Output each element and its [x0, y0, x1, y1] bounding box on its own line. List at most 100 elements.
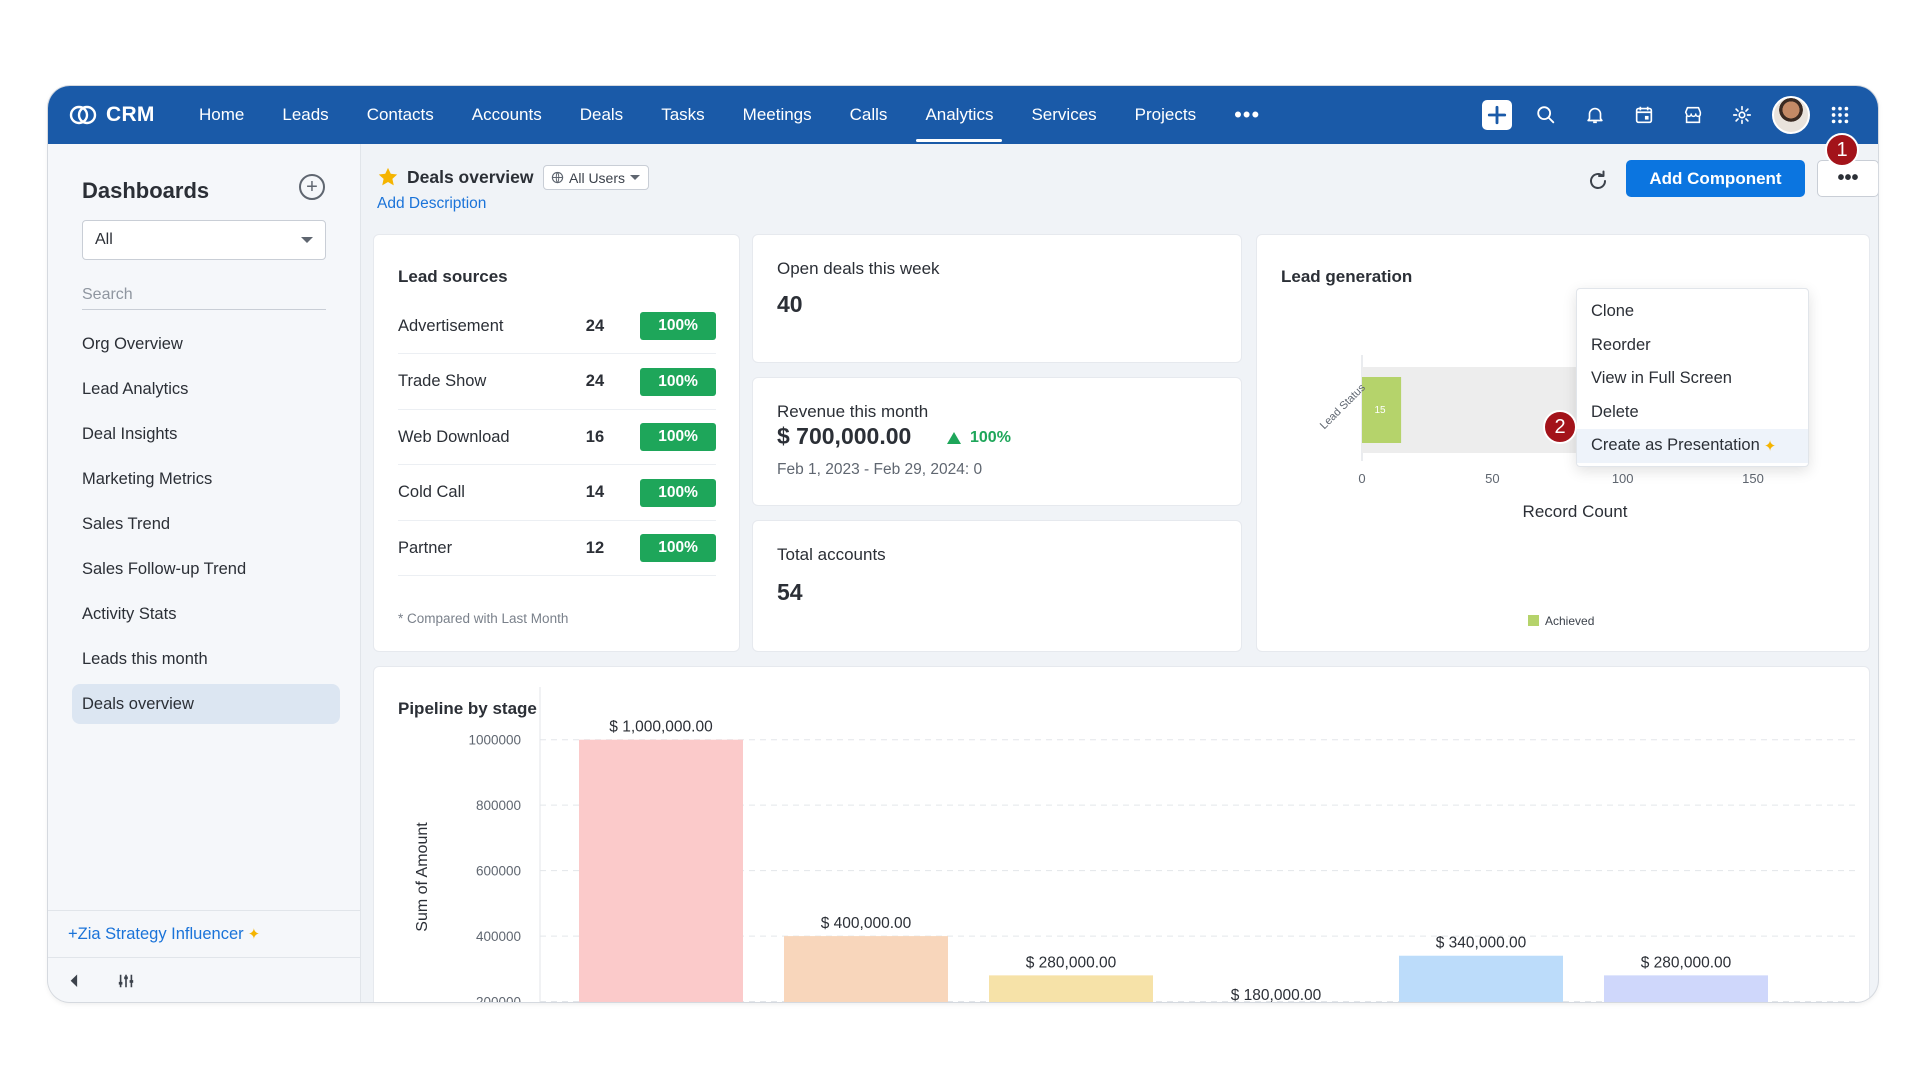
- quick-create-button[interactable]: [1472, 86, 1521, 144]
- nav-item-services[interactable]: Services: [1031, 105, 1097, 124]
- revenue-value: $ 700,000.00: [777, 423, 912, 449]
- bar-data-label: $ 1,000,000.00: [609, 719, 713, 736]
- revenue-card: Revenue this month $ 700,000.00 100% Feb…: [752, 377, 1242, 506]
- users-filter-select[interactable]: All Users: [543, 165, 650, 190]
- add-dashboard-button[interactable]: +: [299, 174, 325, 200]
- sidebar-item-lead-analytics[interactable]: Lead Analytics: [82, 379, 189, 398]
- notifications-button[interactable]: [1570, 86, 1619, 144]
- plus-icon: [1481, 100, 1512, 130]
- bar-data-label: $ 340,000.00: [1436, 935, 1527, 952]
- achieved-value-label: 15: [1374, 405, 1386, 416]
- profile-button[interactable]: [1766, 86, 1815, 144]
- nav-item-deals[interactable]: Deals: [579, 105, 624, 124]
- menu-item-delete[interactable]: Delete: [1577, 396, 1808, 430]
- lead-source-percent-badge: 100%: [640, 312, 716, 340]
- sidebar-item-deal-insights[interactable]: Deal Insights: [82, 424, 178, 443]
- nav-item-analytics[interactable]: Analytics: [906, 86, 1012, 144]
- open-deals-value: 40: [777, 291, 803, 317]
- total-accounts-value: 54: [777, 579, 803, 605]
- pipeline-chart: 200000 400000 600000 800000 1000000 Sum of Am…: [414, 687, 1858, 1002]
- apps-button[interactable]: [1815, 86, 1864, 144]
- dashboard-filter-select[interactable]: All: [82, 220, 326, 260]
- nav-item-accounts[interactable]: Accounts: [471, 105, 542, 124]
- nav-item-home[interactable]: Home: [199, 105, 245, 124]
- bar[interactable]: [1399, 955, 1563, 1002]
- nav-item-leads[interactable]: Leads: [282, 105, 329, 124]
- dashboard-header: Deals overview All Users Add Description…: [361, 144, 1878, 228]
- sliders-icon[interactable]: [117, 972, 135, 990]
- sidebar-item-deals-overview[interactable]: Deals overview: [72, 684, 340, 724]
- sidebar-title: Dashboards: [82, 178, 210, 203]
- more-options-button[interactable]: •••: [1817, 160, 1878, 197]
- menu-item-reorder[interactable]: Reorder: [1577, 329, 1808, 363]
- add-description-link[interactable]: Add Description: [377, 195, 487, 212]
- bar-data-label: $ 280,000.00: [1641, 954, 1732, 971]
- x-tick-label: 150: [1742, 471, 1764, 486]
- y-axis-label: Sum of Amount: [414, 822, 431, 932]
- lead-sources-card: Lead sources Advertisement 24 100% Trade Sh…: [373, 234, 740, 652]
- lead-source-count: 24: [585, 316, 605, 335]
- nav-item-projects[interactable]: Projects: [1134, 105, 1197, 124]
- sidebar-item-leads-this-month[interactable]: Leads this month: [82, 649, 208, 668]
- menu-item-view-in-full-screen[interactable]: View in Full Screen: [1577, 362, 1808, 396]
- dashboard-search-input[interactable]: Search: [82, 280, 326, 310]
- nav-item-meetings[interactable]: Meetings: [742, 105, 812, 124]
- y-tick-label: 400000: [476, 929, 521, 944]
- lead-generation-title: Lead generation: [1281, 267, 1413, 286]
- sidebar-item-activity-stats[interactable]: Activity Stats: [82, 604, 177, 623]
- lead-source-count: 14: [585, 483, 605, 501]
- brand[interactable]: CRM: [68, 103, 180, 127]
- calendar-icon: [1635, 106, 1652, 124]
- pipeline-title: Pipeline by stage: [398, 699, 537, 718]
- achieved-bar[interactable]: [1362, 377, 1402, 443]
- lead-source-percent-badge: 100%: [640, 534, 716, 562]
- add-component-button[interactable]: Add Component: [1626, 160, 1805, 197]
- collapse-icon[interactable]: ⏴: [70, 970, 79, 991]
- lead-source-row: Partner 12 100%: [398, 521, 716, 576]
- bar-data-label: $ 280,000.00: [1026, 954, 1117, 971]
- open-deals-card: Open deals this week 40: [752, 234, 1242, 363]
- avatar: [1771, 96, 1810, 134]
- sidebar-item-org-overview[interactable]: Org Overview: [82, 334, 183, 353]
- zia-strategy-link[interactable]: +Zia Strategy Influencer ✦: [48, 910, 360, 958]
- menu-item-clone[interactable]: Clone: [1577, 295, 1808, 329]
- open-deals-label: Open deals this week: [777, 259, 940, 278]
- users-filter-label: All Users: [569, 169, 626, 186]
- nav-item-tasks[interactable]: Tasks: [661, 105, 705, 124]
- trend-up-icon: [947, 432, 961, 444]
- y-tick-label: 1000000: [468, 733, 521, 748]
- menu-item-create-as-presentation[interactable]: Create as Presentation ✦: [1577, 429, 1808, 463]
- favorite-star-icon[interactable]: [377, 166, 399, 188]
- nav-item-contacts[interactable]: Contacts: [366, 105, 434, 124]
- menu-item-label: Reorder: [1591, 335, 1651, 354]
- brand-label: CRM: [106, 103, 155, 126]
- zia-link-label: +Zia Strategy Influencer: [68, 924, 244, 943]
- bar-data-label: $ 400,000.00: [821, 915, 912, 932]
- bar[interactable]: [1604, 975, 1768, 1002]
- app-window: CRM Home Leads Contacts Accounts Deals Tasks M…: [48, 86, 1878, 1002]
- x-tick-label: 100: [1612, 471, 1634, 486]
- sidebar-item-sales-trend[interactable]: Sales Trend: [82, 514, 171, 533]
- dashboard-list: Org Overview Lead Analytics Deal Insights M…: [72, 324, 340, 729]
- nav-right: [1472, 86, 1864, 144]
- search-button[interactable]: [1521, 86, 1570, 144]
- lead-source-label: Partner: [398, 538, 453, 557]
- bar[interactable]: [989, 975, 1153, 1002]
- chevron-down-icon: [630, 175, 641, 180]
- bar[interactable]: [784, 936, 948, 1002]
- total-accounts-card: Total accounts 54: [752, 520, 1242, 652]
- sidebar-item-marketing-metrics[interactable]: Marketing Metrics: [82, 469, 213, 488]
- gear-icon: [1732, 105, 1751, 125]
- nav-item-calls[interactable]: Calls: [849, 105, 888, 124]
- y-tick-label: 800000: [476, 798, 521, 813]
- marketplace-button[interactable]: [1668, 86, 1717, 144]
- refresh-icon[interactable]: [1586, 169, 1610, 193]
- settings-button[interactable]: [1717, 86, 1766, 144]
- sidebar-footer: ⏴: [48, 960, 360, 1002]
- menu-item-label: View in Full Screen: [1591, 369, 1732, 388]
- sidebar-item-sales-follow-up-trend[interactable]: Sales Follow-up Trend: [82, 559, 247, 578]
- calendar-button[interactable]: [1619, 86, 1668, 144]
- bar[interactable]: [579, 739, 743, 1002]
- nav-more-button[interactable]: •••: [1234, 102, 1261, 127]
- lead-source-label: Web Download: [398, 427, 510, 446]
